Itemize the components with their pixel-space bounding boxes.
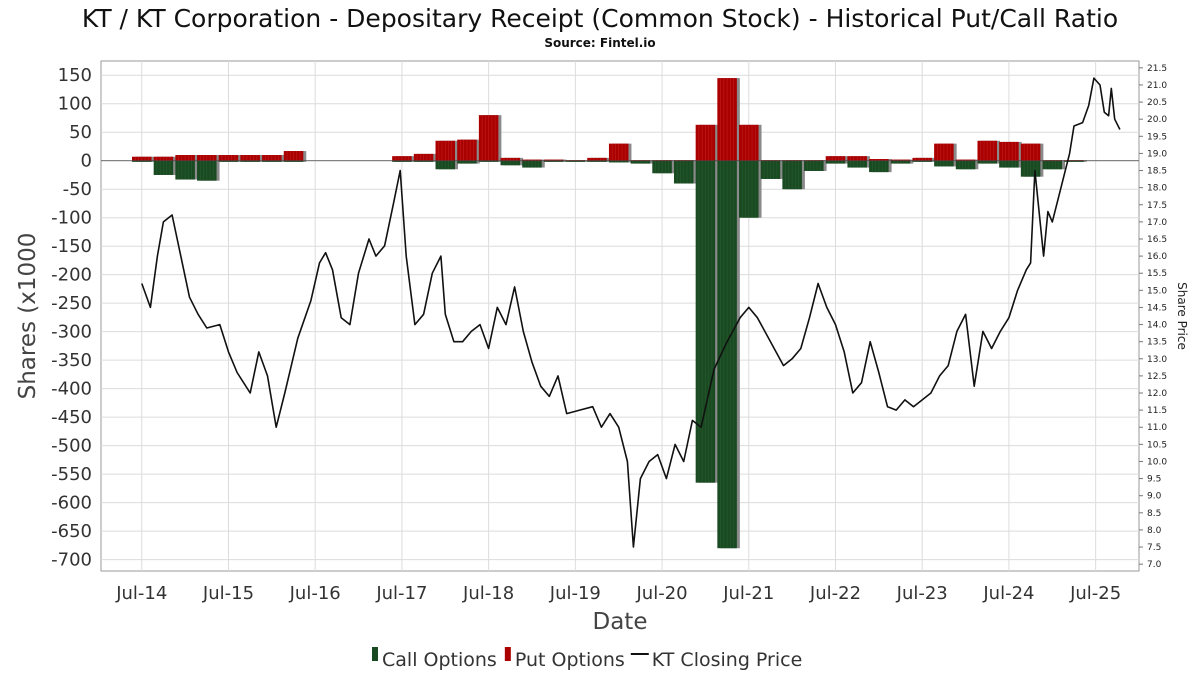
y2-tick-label: 17.0	[1147, 218, 1167, 228]
y2-tick-label: 8.5	[1147, 509, 1161, 519]
price-line	[141, 77, 1121, 548]
x-tick-label: Jul-14	[115, 583, 167, 604]
legend-label: Put Options	[515, 649, 625, 671]
x-tick-label: Jul-25	[1069, 583, 1121, 604]
plot-frame	[100, 60, 1140, 572]
y-tick-label: -500	[51, 436, 92, 457]
left-axis-ticks: 150 100 50 0 -50 -100 -150 -200 -250 -300 -350 -400…	[51, 65, 92, 570]
y-tick-label: -150	[51, 236, 92, 257]
y2-tick-label: 14.5	[1147, 303, 1167, 313]
y2-tick-label: 10.0	[1147, 457, 1167, 467]
y-tick-label: -200	[51, 265, 92, 286]
y-tick-label: 50	[69, 122, 92, 143]
y2-tick-label: 13.5	[1147, 338, 1167, 348]
y2-tick-label: 10.5	[1147, 440, 1167, 450]
y2-tick-label: 18.5	[1147, 167, 1167, 177]
y2-tick-label: 20.5	[1147, 98, 1167, 108]
y-tick-label: -50	[63, 179, 92, 200]
chart-subtitle: Source: Fintel.io	[544, 36, 655, 50]
x-tick-label: Jul-18	[462, 583, 514, 604]
y2-tick-label: 12.0	[1147, 389, 1167, 399]
y2-tick-label: 7.5	[1147, 543, 1161, 553]
y2-tick-label: 21.5	[1147, 64, 1167, 74]
x-tick-label: Jul-24	[982, 583, 1034, 604]
y-tick-label: -350	[51, 350, 92, 371]
y-tick-label: -600	[51, 493, 92, 514]
x-tick-label: Jul-23	[896, 583, 948, 604]
right-axis-ticks: 21.5 21.0 20.5 20.0 19.5 19.0 18.5 18.0 17.5 17.0…	[1139, 64, 1167, 570]
y2-tick-label: 21.0	[1147, 81, 1167, 91]
y2-tick-label: 8.0	[1147, 526, 1162, 536]
y-tick-label: -450	[51, 407, 92, 428]
legend-swatch	[372, 647, 378, 661]
legend-swatch	[504, 647, 511, 661]
y2-tick-label: 15.0	[1147, 286, 1167, 296]
x-tick-label: Jul-15	[202, 583, 254, 604]
x-axis-ticks: Jul-14 Jul-15 Jul-16 Jul-17 Jul-18 Jul-19 Jul-…	[115, 583, 1121, 604]
y-tick-label: 100	[58, 94, 92, 115]
x-tick-label: Jul-20	[635, 583, 687, 604]
y2-tick-label: 7.0	[1147, 560, 1162, 570]
x-axis-label: Date	[593, 609, 648, 635]
horizontal-grid	[101, 74, 1139, 561]
y2-axis-label: Share Price	[1175, 282, 1189, 350]
y-tick-label: -550	[51, 464, 92, 485]
x-tick-label: Jul-22	[809, 583, 861, 604]
y2-tick-label: 20.0	[1147, 115, 1167, 125]
y2-tick-label: 9.5	[1147, 475, 1161, 485]
y2-tick-label: 16.0	[1147, 252, 1167, 262]
y2-tick-label: 12.5	[1147, 372, 1167, 382]
y2-tick-label: 19.5	[1147, 132, 1167, 142]
y-tick-label: -650	[51, 521, 92, 542]
y-tick-label: 0	[81, 151, 92, 172]
y-tick-label: -250	[51, 293, 92, 314]
y2-tick-label: 14.0	[1147, 321, 1167, 331]
legend-label: KT Closing Price	[652, 649, 802, 671]
y2-tick-label: 13.0	[1147, 355, 1167, 365]
y-tick-label: -700	[51, 550, 92, 571]
y2-tick-label: 11.0	[1147, 423, 1167, 433]
x-tick-label: Jul-17	[375, 583, 427, 604]
legend-label: Call Options	[382, 649, 497, 671]
y2-tick-label: 9.0	[1147, 492, 1162, 502]
chart-title: KT / KT Corporation - Depositary Receipt…	[82, 4, 1118, 33]
y2-tick-label: 16.5	[1147, 235, 1167, 245]
bars-layer	[101, 78, 1139, 549]
x-tick-label: Jul-19	[549, 583, 601, 604]
y-tick-label: -400	[51, 379, 92, 400]
y2-tick-label: 19.0	[1147, 149, 1167, 159]
x-tick-label: Jul-21	[722, 583, 774, 604]
y2-tick-label: 11.5	[1147, 406, 1167, 416]
price-line-layer	[141, 77, 1121, 548]
y-tick-label: -100	[51, 208, 92, 229]
y-axis-label: Shares (x1000	[15, 233, 41, 400]
y2-tick-label: 18.0	[1147, 184, 1167, 194]
y2-tick-label: 17.5	[1147, 201, 1167, 211]
y2-tick-label: 15.5	[1147, 269, 1167, 279]
y-tick-label: -300	[51, 322, 92, 343]
legend: Call Options Put Options KT Closing Price	[372, 647, 802, 671]
x-tick-label: Jul-16	[289, 583, 341, 604]
y-tick-label: 150	[58, 65, 92, 86]
